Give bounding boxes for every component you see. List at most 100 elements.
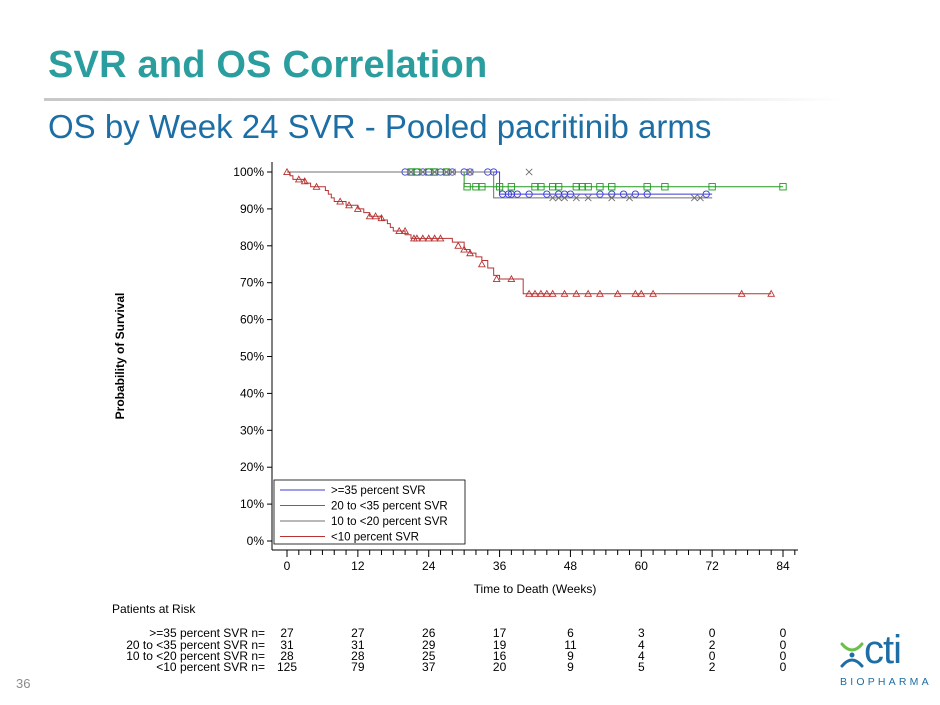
censor-mark-triangle — [401, 226, 410, 235]
censor-mark-x — [466, 168, 474, 176]
legend: >=35 percent SVR 20 to <35 percent SVR 10 … — [273, 479, 466, 545]
risk-count: 79 — [351, 660, 365, 674]
x-tick-label: 48 — [564, 559, 578, 573]
risk-count: 0 — [780, 638, 787, 652]
legend-label: >=35 percent SVR — [331, 485, 426, 497]
censor-mark-x — [572, 194, 580, 202]
risk-table-title: Patients at Risk — [112, 602, 196, 616]
legend-label: 20 to <35 percent SVR — [331, 501, 448, 513]
risk-row: 20 to <35 percent SVR n= 31 31 29 19 11 4 2 0 — [126, 638, 786, 652]
censor-mark-square — [507, 183, 516, 191]
survival-curve — [287, 171, 772, 295]
censor-mark-triangle — [283, 167, 291, 176]
slide-number: 36 — [16, 676, 31, 691]
series-2 — [287, 168, 713, 202]
risk-count: 28 — [280, 649, 294, 663]
legend-label: 10 to <20 percent SVR — [331, 516, 448, 528]
risk-count: 0 — [780, 660, 787, 674]
risk-count: 125 — [277, 660, 297, 674]
risk-count: 25 — [422, 649, 436, 663]
censor-mark-triangle — [395, 226, 404, 235]
risk-count: 9 — [567, 649, 574, 663]
risk-count: 4 — [638, 649, 645, 663]
risk-count: 6 — [567, 626, 574, 640]
risk-count: 0 — [709, 649, 716, 663]
censor-mark-x — [525, 168, 533, 176]
risk-row: >=35 percent SVR n= 27 27 26 17 6 3 0 0 — [149, 626, 786, 640]
censor-mark-triangle — [454, 241, 463, 249]
logo-subtext: BIOPHARMA — [840, 676, 932, 688]
series-0 — [287, 168, 713, 198]
censor-mark-x — [555, 194, 563, 202]
x-tick-label: 0 — [284, 559, 291, 573]
censor-mark-square — [549, 183, 557, 191]
risk-row-label: <10 percent SVR n= — [156, 660, 265, 674]
censor-mark-square — [495, 183, 504, 191]
risk-count: 19 — [493, 638, 507, 652]
censor-mark-triangle — [525, 289, 534, 297]
censor-mark-triangle — [312, 182, 321, 190]
censor-mark-triangle — [300, 177, 309, 185]
censor-mark-triangle — [767, 289, 776, 297]
x-tick-label: 84 — [776, 559, 790, 573]
censor-mark-square — [572, 183, 580, 191]
risk-count: 16 — [493, 649, 507, 663]
risk-count: 31 — [351, 638, 365, 652]
y-tick-label: 70% — [240, 276, 264, 290]
censor-mark-x — [625, 194, 633, 202]
censor-mark-square — [661, 183, 669, 191]
risk-row: 10 to <20 percent SVR n= 28 28 25 16 9 4 0 0 — [126, 649, 786, 663]
risk-count: 17 — [493, 626, 507, 640]
censor-mark-x — [584, 194, 592, 202]
slide-title: SVR and OS Correlation — [48, 44, 488, 86]
censor-mark-triangle — [377, 213, 386, 222]
y-tick-label: 50% — [240, 350, 264, 364]
censor-mark-triangle — [477, 260, 486, 268]
logo-wordmark: cti — [864, 628, 902, 672]
censor-mark-square — [779, 183, 787, 191]
censor-mark-triangle — [584, 289, 593, 297]
censor-mark-square — [596, 183, 604, 191]
risk-count: 37 — [422, 660, 436, 674]
censor-mark-square — [531, 183, 539, 191]
censor-mark-x — [690, 194, 698, 202]
censor-mark-square — [608, 183, 616, 191]
censor-mark-triangle — [418, 234, 427, 242]
legend-box — [273, 479, 466, 545]
censor-mark-triangle — [595, 289, 604, 297]
censor-mark-square — [643, 183, 651, 191]
x-axis-title: Time to Death (Weeks) — [474, 582, 597, 596]
censor-mark-triangle — [336, 197, 345, 205]
x-tick-label: 72 — [705, 559, 719, 573]
y-tick-label: 0% — [247, 534, 265, 548]
censor-mark-x — [407, 168, 415, 176]
censor-mark-triangle — [365, 212, 374, 220]
series-3 — [283, 167, 776, 297]
censor-mark-triangle — [345, 201, 353, 209]
y-tick-label: 30% — [240, 423, 264, 437]
risk-count: 29 — [422, 638, 436, 652]
risk-row: <10 percent SVR n= 125 79 37 20 9 5 2 0 — [156, 660, 786, 674]
risk-count: 0 — [780, 626, 787, 640]
censor-mark-square — [472, 183, 480, 191]
risk-count: 4 — [638, 638, 645, 652]
risk-row-label: >=35 percent SVR n= — [149, 626, 265, 640]
censor-mark-square — [554, 183, 563, 191]
x-tick-label: 24 — [422, 559, 436, 573]
censor-mark-triangle — [294, 175, 303, 183]
risk-count: 0 — [709, 626, 716, 640]
censor-mark-triangle — [460, 245, 469, 253]
censor-mark-x — [696, 194, 704, 202]
censor-mark-triangle — [737, 289, 746, 297]
censor-mark-triangle — [649, 289, 658, 297]
censor-mark-x — [448, 168, 456, 176]
censor-mark-triangle — [436, 234, 445, 242]
title-divider — [44, 98, 844, 101]
censor-mark-x — [442, 168, 450, 176]
censor-mark-x — [431, 168, 439, 176]
censor-mark-triangle — [424, 234, 433, 242]
y-axis-title: Probability of Survival — [113, 293, 127, 420]
censor-mark-triangle — [412, 234, 421, 242]
risk-count: 11 — [564, 638, 577, 652]
x-tick-label: 36 — [493, 559, 507, 573]
